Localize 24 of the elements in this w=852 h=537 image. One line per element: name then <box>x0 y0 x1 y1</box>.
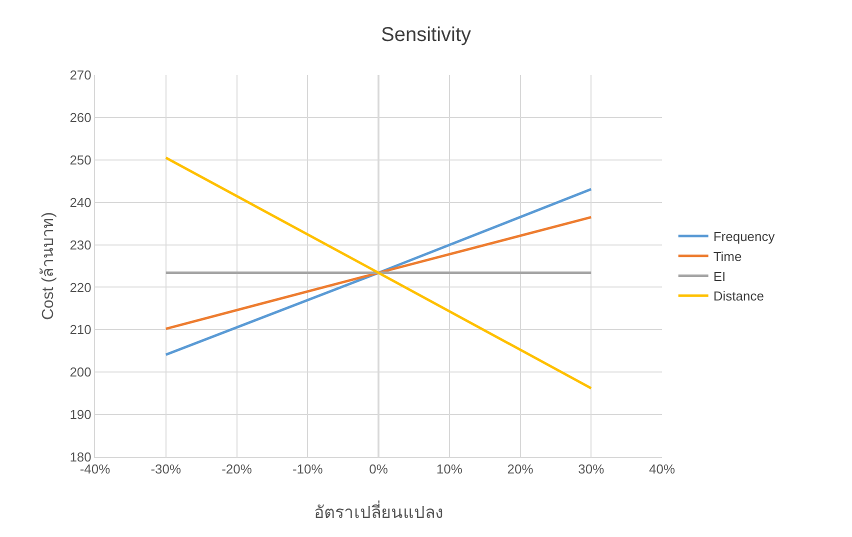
chart-title: Sensitivity <box>380 24 472 46</box>
y-tick-label: 250 <box>70 152 92 168</box>
x-tick-label: -10% <box>292 462 324 477</box>
x-tick-label: -20% <box>222 462 252 477</box>
y-tick-label: 240 <box>70 194 92 210</box>
y-tick-label: 270 <box>70 68 92 83</box>
x-tick-label: 10% <box>436 462 463 477</box>
y-tick-label: 190 <box>70 407 92 422</box>
x-tick-label: -30% <box>150 462 182 477</box>
y-tick-label: 200 <box>70 364 92 380</box>
x-tick-label: 0% <box>369 462 388 477</box>
x-tick-label: 20% <box>507 462 534 477</box>
y-tick-label: 260 <box>70 110 92 125</box>
legend-label: Distance <box>713 288 764 304</box>
x-axis-title: อัตราเปลี่ยนแปลง <box>314 500 443 522</box>
x-tick-label: 40% <box>648 462 676 477</box>
legend-label: EI <box>713 268 726 284</box>
x-tick-label: 30% <box>578 462 605 477</box>
y-tick-label: 230 <box>70 237 92 252</box>
y-axis-title: Cost (ล้านบาท) <box>39 212 57 320</box>
y-tick-label: 220 <box>70 280 92 295</box>
legend-label: Time <box>713 248 742 264</box>
y-tick-label: 210 <box>70 322 92 338</box>
legend-label: Frequency <box>713 229 776 244</box>
